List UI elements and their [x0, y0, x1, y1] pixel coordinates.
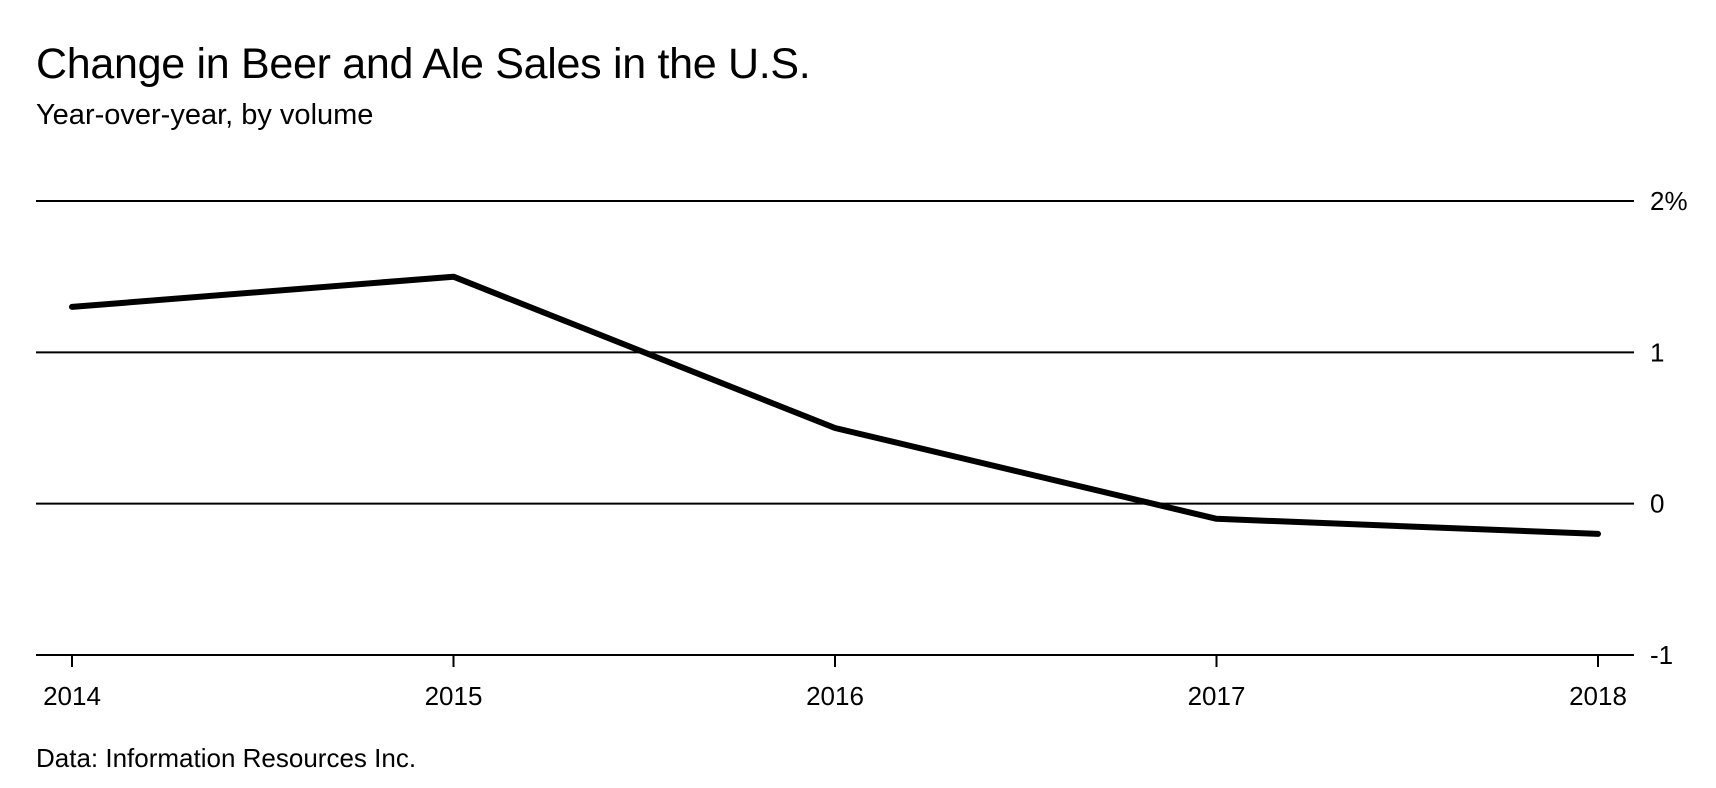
chart-subtitle: Year-over-year, by volume [36, 99, 374, 131]
source-note: Data: Information Resources Inc. [36, 743, 417, 773]
x-tick-label: 2018 [1569, 681, 1627, 711]
y-tick-label: -1 [1650, 640, 1673, 670]
y-tick-label: 1 [1650, 337, 1664, 367]
x-axis-ticks [71, 655, 1599, 667]
y-axis-labels: 2% 1 0 -1 [1650, 186, 1688, 670]
x-tick-label: 2014 [43, 681, 101, 711]
x-axis-labels: 2014 2015 2016 2017 2018 [43, 681, 1627, 711]
series-line [69, 273, 1601, 537]
series-lines [69, 273, 1601, 537]
x-tick-label: 2017 [1188, 681, 1246, 711]
x-tick-label: 2016 [806, 681, 864, 711]
x-tick-label: 2015 [425, 681, 483, 711]
chart-title: Change in Beer and Ale Sales in the U.S. [36, 40, 811, 88]
y-tick-label: 2% [1650, 186, 1688, 216]
y-tick-label: 0 [1650, 489, 1664, 519]
